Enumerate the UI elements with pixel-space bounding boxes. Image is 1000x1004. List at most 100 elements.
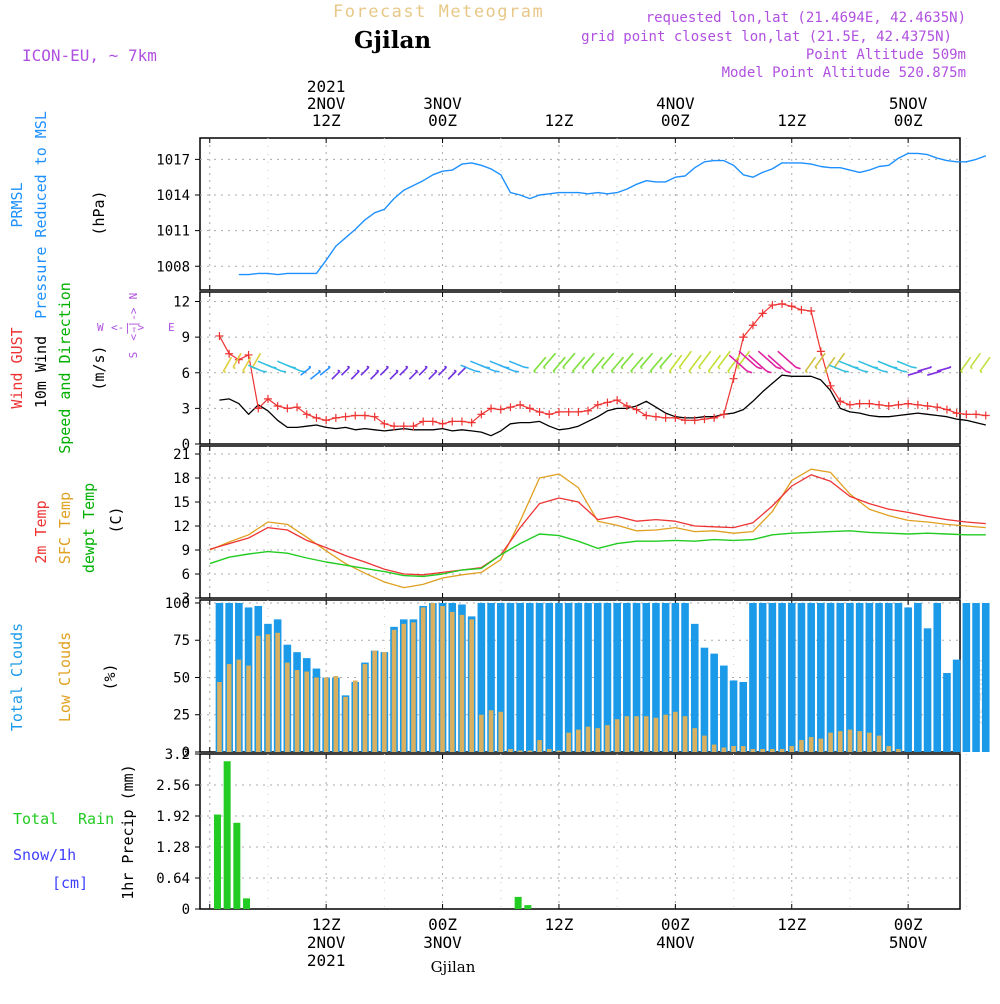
gust-marker (302, 410, 311, 419)
wind-direction-arrow (757, 350, 782, 370)
gust-marker (904, 399, 913, 408)
wind-direction-arrow (331, 369, 341, 380)
gust-marker (942, 405, 951, 414)
wind-direction-arrow (867, 364, 888, 373)
temp-2m-line (209, 474, 986, 576)
low-cloud-bar (304, 671, 310, 752)
total-cloud-bar (215, 602, 224, 752)
wind-direction-arrow (232, 352, 242, 370)
low-cloud-bar (595, 728, 601, 752)
total-cloud-bar (710, 653, 718, 752)
low-cloud-bar (857, 731, 862, 752)
gust-marker (884, 402, 893, 410)
y-tick-label: 0 (182, 902, 190, 918)
wind-direction-arrow (408, 369, 419, 380)
total-cloud-bar (778, 602, 786, 752)
low-cloud-bar (585, 726, 591, 752)
total-cloud-bar (962, 602, 971, 752)
wind-direction-arrow (379, 365, 389, 376)
low-cloud-bar (614, 719, 620, 752)
wind-direction-arrow (630, 356, 644, 374)
gust-marker (739, 333, 748, 342)
gust-marker (399, 422, 408, 431)
wind-direction-arrow (286, 364, 306, 373)
total-cloud-bar (496, 602, 505, 752)
y-tick-label: 1017 (156, 152, 190, 168)
total-cloud-bar (952, 659, 961, 752)
wind-label-dir: Speed and Direction (56, 282, 74, 454)
total-cloud-bar (564, 602, 573, 752)
y-tick-label: 18 (173, 471, 190, 487)
total-cloud-bar (690, 623, 699, 752)
temp-label-2m: 2m Temp (32, 500, 50, 563)
wind-direction-arrow (828, 364, 849, 373)
gust-marker (632, 405, 641, 414)
point-altitude: Point Altitude 509m (806, 47, 966, 63)
low-cloud-bar (314, 677, 319, 752)
temp-label-sfc: SFC Temp (56, 492, 74, 564)
gust-marker (952, 409, 961, 418)
wind-direction-arrow (267, 364, 287, 373)
low-cloud-bar (789, 746, 795, 752)
low-cloud-bar (634, 716, 639, 752)
top-time-label: 2NOV (307, 94, 346, 113)
low-cloud-bar (479, 714, 484, 752)
y-tick-label: 1.28 (156, 840, 190, 856)
low-cloud-bar (799, 740, 804, 752)
total-cloud-bar (526, 602, 534, 752)
rain-bar (243, 898, 251, 909)
gust-marker (593, 400, 602, 409)
wind-direction-arrow (418, 365, 428, 376)
gust-marker (807, 307, 816, 315)
y-tick-label: 6 (182, 366, 190, 382)
station-title: Gjilan (354, 27, 431, 54)
gust-marker (826, 381, 835, 390)
wind-direction-arrow (748, 354, 772, 374)
low-cloud-bar (294, 670, 300, 752)
gust-marker (312, 413, 321, 422)
wind-direction-arrow (727, 354, 741, 374)
gust-marker (263, 394, 272, 403)
compass-arrow-h: <-|-> (111, 321, 144, 334)
gust-marker (457, 417, 466, 426)
wind-direction-arrow (457, 365, 467, 376)
gust-marker (409, 422, 418, 431)
compass-w: W (97, 321, 104, 334)
wind-direction-arrow (601, 352, 615, 370)
wind-direction-arrow (969, 352, 982, 370)
wind-direction-arrow (340, 365, 351, 376)
top-time-label: 00Z (661, 111, 690, 130)
wind-direction-arrow (399, 365, 409, 376)
total-cloud-bar (749, 602, 757, 752)
compass-s: S (127, 352, 140, 359)
gust-marker (787, 302, 796, 311)
gust-marker (419, 417, 428, 426)
y-tick-label: 3.2 (165, 747, 190, 763)
top-time-label: 00Z (894, 111, 923, 130)
gust-marker (380, 419, 389, 428)
low-cloud-bar (740, 746, 746, 752)
gust-marker (273, 402, 282, 410)
wind-direction-arrow (499, 364, 520, 373)
gust-marker (816, 347, 825, 356)
low-cloud-bar (702, 735, 707, 752)
gust-marker (855, 399, 864, 408)
bottom-time-label: 12Z (777, 915, 806, 934)
total-cloud-bar (797, 602, 806, 752)
precip-label-cm: [cm] (52, 874, 88, 892)
total-cloud-bar (904, 607, 912, 752)
total-cloud-bar (516, 602, 524, 752)
total-cloud-bar (846, 602, 854, 752)
low-cloud-bar (663, 714, 668, 752)
low-cloud-bar (265, 634, 271, 752)
gust-marker (428, 417, 437, 426)
low-cloud-bar (886, 746, 892, 752)
wind-direction-arrow (277, 360, 296, 369)
rain-bar (514, 896, 522, 909)
gust-marker (613, 396, 622, 405)
wind-direction-arrow (979, 356, 991, 374)
wind-direction-arrow (470, 360, 490, 369)
rain-bar (213, 814, 221, 909)
low-cloud-bar (217, 681, 222, 752)
